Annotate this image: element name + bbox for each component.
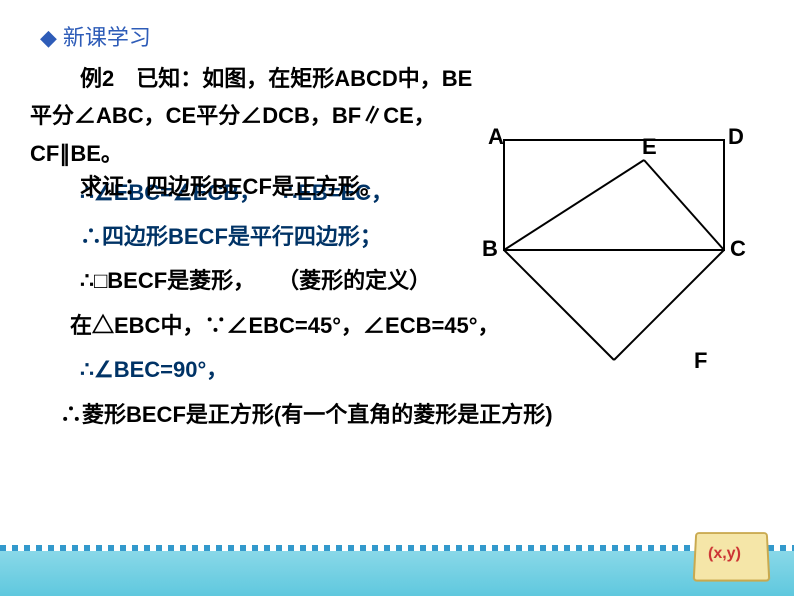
line-bf bbox=[504, 250, 614, 360]
label-c: C bbox=[730, 236, 746, 262]
label-b: B bbox=[482, 236, 498, 262]
label-a: A bbox=[488, 124, 504, 150]
xy-book: (x,y) bbox=[693, 532, 771, 582]
line-be bbox=[504, 160, 644, 250]
label-e: E bbox=[642, 134, 657, 160]
proof-final: ∴菱形BECF是正方形(有一个直角的菱形是正方形) bbox=[60, 402, 764, 428]
label-d: D bbox=[728, 124, 744, 150]
section-title: ◆新课学习 bbox=[40, 20, 764, 52]
footer-bar bbox=[0, 551, 794, 596]
label-f: F bbox=[694, 348, 707, 374]
xy-text: (x,y) bbox=[708, 545, 741, 563]
diagram-svg bbox=[474, 130, 754, 390]
line-cf bbox=[614, 250, 724, 360]
rect-abcd bbox=[504, 140, 724, 250]
line-ce bbox=[644, 160, 724, 250]
xy-icon: (x,y) bbox=[689, 521, 769, 581]
diamond-bullet: ◆ bbox=[40, 25, 57, 50]
problem-line1: 例2 已知：如图，在矩形ABCD中，BE bbox=[80, 60, 764, 97]
geometry-diagram: A D E B C F bbox=[474, 130, 754, 390]
section-title-text: 新课学习 bbox=[63, 25, 151, 50]
slide-container: ◆新课学习 例2 已知：如图，在矩形ABCD中，BE 平分∠ABC，CE平分∠D… bbox=[0, 0, 794, 596]
